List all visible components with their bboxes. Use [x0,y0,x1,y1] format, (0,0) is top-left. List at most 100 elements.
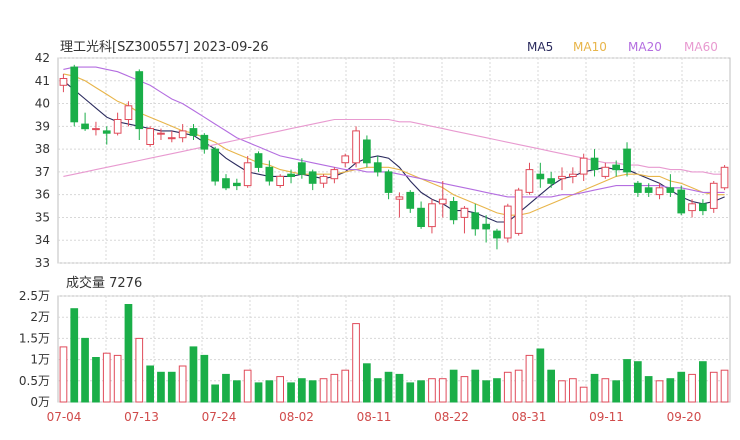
volume-bar [471,369,480,403]
candle [113,112,122,136]
volume-bar [709,371,718,403]
candle [655,183,664,200]
volume-y-tick: 0万 [30,395,50,409]
candle [319,174,328,188]
x-tick-label: 07-24 [202,410,237,424]
candle-body [471,212,480,230]
candle-body [92,128,100,131]
candle [590,149,599,177]
volume-bar [699,361,707,403]
ma20-line [63,66,725,198]
legend: MA5 MA10 MA20 MA60 [527,40,718,54]
legend-ma60: MA60 [684,40,718,54]
candle-body [460,207,469,218]
volume-bar [167,371,176,403]
x-tick-label: 07-13 [124,410,159,424]
candle-body [124,105,133,121]
volume-bar [493,378,501,403]
candle [189,124,198,140]
volume-bar [449,369,458,403]
candle-body [178,130,187,139]
candle-body [189,128,198,136]
candle-body [677,189,686,214]
volume-bar [298,378,306,403]
candle [308,169,317,191]
volume-bar [417,380,425,403]
volume-bar [373,378,382,403]
candle-body [569,173,577,177]
volume-bar [395,373,404,403]
volume-bar [438,378,447,403]
candle [709,181,718,213]
candle [493,228,501,250]
candle-body [146,128,155,146]
volume-bar [482,380,490,403]
price-y-tick: 35 [35,210,50,224]
volume-bar [547,369,555,403]
legend-ma5: MA5 [527,40,553,54]
candle-body [59,78,68,86]
price-y-tick-labels: 33 34 35 36 37 38 39 40 41 42 [35,51,50,270]
volume-bar [677,371,686,403]
volume-bar [569,378,577,403]
candle-body [655,187,664,196]
candle [102,126,111,145]
candle [471,203,480,236]
candle [579,153,588,181]
candle-body [113,119,122,134]
candle-body [634,182,642,193]
candle-body [373,162,382,173]
candle-body [558,175,566,180]
candle [558,167,566,191]
volume-bar [233,380,241,403]
price-y-tick: 41 [35,74,50,88]
volume-bar [178,365,187,403]
candle-body [200,134,209,150]
price-y-tick: 37 [35,165,50,179]
volume-bar [601,378,610,403]
candle [666,174,675,197]
candle [601,162,610,179]
candle-body [601,166,610,177]
price-y-tick: 40 [35,97,50,111]
volume-bar [352,323,360,403]
candle [547,171,555,188]
volume-title: 成交量 7276 [66,275,142,291]
price-y-tick: 42 [35,51,50,65]
x-tick-label: 08-22 [434,410,469,424]
candle-body [363,139,371,164]
candle [341,153,350,168]
candle-body [417,207,425,228]
candle-body [688,203,696,212]
volume-bar [254,382,263,403]
volume-bar [384,371,393,403]
volume-bar [514,369,523,403]
candle-body [341,155,350,164]
candle-body [525,169,534,193]
volume-bar [319,378,328,403]
volume-bar [363,363,371,403]
volume-bar [644,376,653,403]
candle [287,169,295,184]
volume-y-tick: 1万 [30,353,50,367]
volume-bar [113,354,122,403]
candle [70,64,79,127]
volume-bar [81,337,89,403]
candle-body [536,173,545,180]
candle [352,126,360,168]
ma10-line [63,73,725,216]
volume-bar [655,380,664,403]
candle-body [438,198,447,205]
candle [449,196,458,225]
candle [254,151,263,172]
volume-bar [146,365,155,403]
volume-bar [124,304,133,403]
candle-body [623,148,631,173]
volume-bar [102,352,111,403]
volume-bar [265,380,274,403]
volume-bar [503,371,512,403]
candle [298,158,306,179]
x-tick-label: 08-02 [279,410,314,424]
candle [460,206,469,234]
volume-bar [590,373,599,403]
